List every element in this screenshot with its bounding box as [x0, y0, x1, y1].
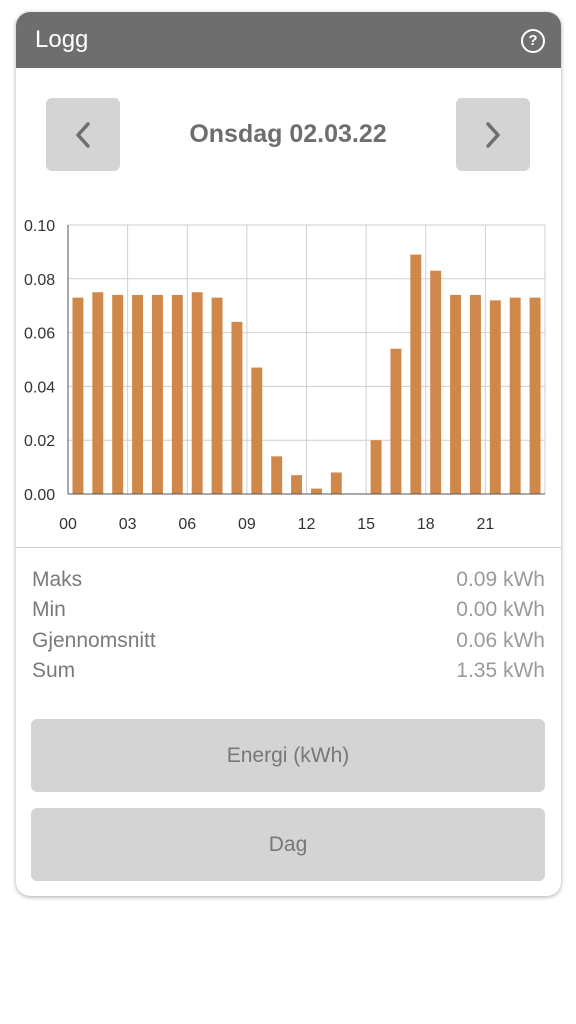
bar — [92, 292, 104, 494]
y-tick-label: 0.08 — [24, 272, 55, 289]
help-icon[interactable]: ? — [521, 29, 545, 53]
x-tick-label: 03 — [119, 516, 137, 533]
bar — [112, 294, 124, 494]
bar — [430, 270, 442, 494]
x-tick-label: 15 — [357, 516, 375, 533]
period-button[interactable]: Dag — [31, 808, 545, 881]
bar — [132, 294, 144, 494]
bar — [450, 294, 462, 494]
stat-value: 0.00 kWh — [456, 598, 545, 621]
header-title: Logg — [35, 26, 89, 53]
stat-value: 1.35 kWh — [456, 659, 545, 682]
next-day-button[interactable] — [456, 98, 530, 171]
y-tick-label: 0.06 — [24, 326, 55, 343]
header-bar: Logg ? — [16, 12, 561, 68]
bar — [251, 367, 263, 494]
x-tick-label: 12 — [298, 516, 316, 533]
bar — [330, 472, 342, 494]
bar — [370, 440, 382, 494]
bar — [191, 292, 203, 494]
x-tick-label: 00 — [59, 516, 77, 533]
stat-label: Min — [32, 598, 66, 621]
divider — [16, 547, 561, 548]
stat-row-average: Gjennomsnitt 0.06 kWh — [32, 626, 545, 656]
bar — [151, 294, 163, 494]
stat-row-sum: Sum 1.35 kWh — [32, 656, 545, 686]
bar — [469, 294, 481, 494]
bar — [72, 297, 84, 494]
energy-unit-button[interactable]: Energi (kWh) — [31, 719, 545, 792]
chevron-left-icon — [76, 122, 90, 148]
chevron-right-icon — [486, 122, 500, 148]
x-tick-label: 09 — [238, 516, 256, 533]
bar — [231, 321, 243, 494]
stat-label: Gjennomsnitt — [32, 629, 156, 652]
bar — [291, 475, 303, 494]
stat-label: Sum — [32, 659, 76, 682]
date-label: Onsdag 02.03.22 — [189, 120, 387, 148]
stat-row-min: Min 0.00 kWh — [32, 595, 545, 625]
bar — [171, 294, 183, 494]
bar — [410, 254, 422, 494]
y-tick-label: 0.00 — [24, 487, 55, 504]
bar — [489, 300, 501, 494]
y-tick-label: 0.02 — [24, 433, 55, 450]
y-tick-label: 0.10 — [24, 218, 55, 235]
log-card: Logg ? Onsdag 02.03.22 0.00 0.02 0.04 0.06 0… — [16, 12, 561, 896]
previous-day-button[interactable] — [46, 98, 120, 171]
bar — [529, 297, 541, 494]
stat-value: 0.09 kWh — [456, 568, 545, 591]
y-tick-label: 0.04 — [24, 379, 55, 396]
bar — [310, 488, 322, 494]
stat-value: 0.06 kWh — [456, 629, 545, 652]
x-tick-label: 18 — [417, 516, 435, 533]
bar — [211, 297, 223, 494]
bar — [509, 297, 521, 494]
bar — [271, 456, 283, 494]
stat-row-max: Maks 0.09 kWh — [32, 565, 545, 595]
x-tick-label: 06 — [178, 516, 196, 533]
bar — [390, 348, 402, 494]
x-tick-label: 21 — [476, 516, 494, 533]
stat-label: Maks — [32, 568, 83, 591]
energy-bar-chart: 0.00 0.02 0.04 0.06 0.08 0.10 00 03 06 09 12 15 18 21 — [24, 218, 546, 533]
